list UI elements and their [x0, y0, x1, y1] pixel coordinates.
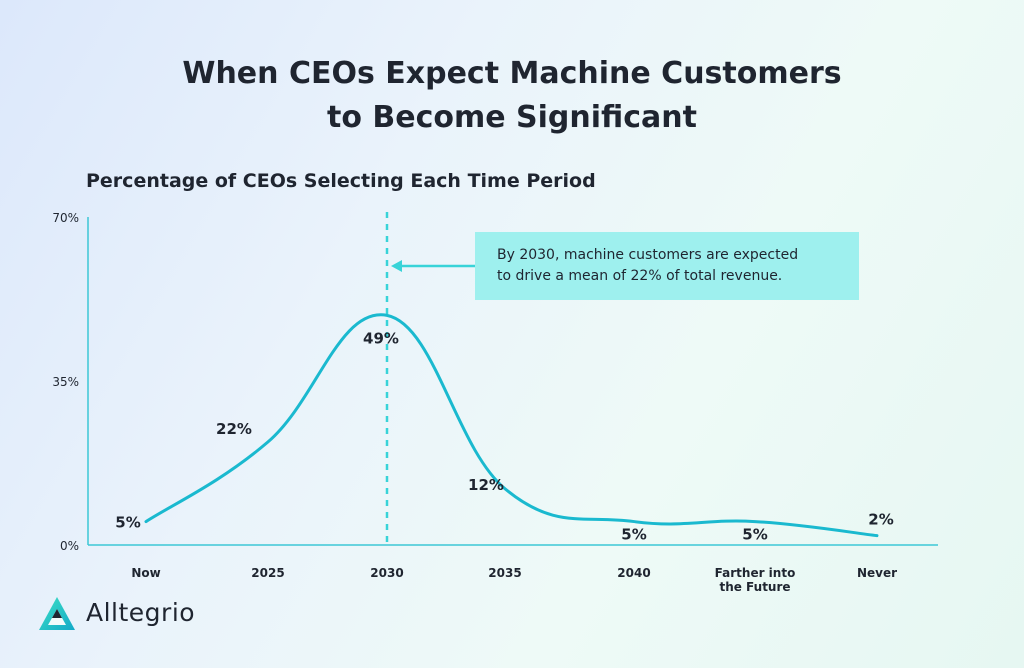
data-label: 2% [868, 511, 893, 529]
data-label: 5% [742, 526, 767, 544]
series-line [144, 313, 879, 538]
alltegrio-logo-icon [39, 597, 75, 630]
annotation-line-1: By 2030, machine customers are expected [497, 247, 799, 263]
x-tick-label: 2035 [488, 566, 521, 580]
data-label: 5% [621, 526, 646, 544]
data-label: 5% [115, 514, 140, 532]
annotation-line-2: to drive a mean of 22% of total revenue. [497, 268, 783, 284]
x-tick-label: 2040 [617, 566, 650, 580]
x-tick-label: the Future [719, 580, 790, 594]
chart-title-line-1: When CEOs Expect Machine Customers [182, 56, 842, 91]
brand-name: Alltegrio [86, 598, 196, 627]
x-tick-label: 2030 [370, 566, 403, 580]
y-tick-label: 0% [60, 539, 79, 553]
annotation-arrow-head [391, 260, 402, 272]
chart-title-line-2: to Become Significant [326, 100, 698, 135]
x-tick-label: Farther into [715, 566, 796, 580]
data-label: 12% [468, 476, 504, 494]
x-tick-label: Now [131, 566, 160, 580]
y-tick-label: 70% [52, 211, 79, 225]
chart-subtitle: Percentage of CEOs Selecting Each Time P… [86, 170, 596, 192]
y-tick-label: 35% [52, 375, 79, 389]
chart-title: When CEOs Expect Machine Customers to Be… [0, 52, 1024, 140]
data-label: 22% [216, 420, 252, 438]
data-label: 49% [363, 329, 399, 347]
x-tick-label: Never [857, 566, 897, 580]
annotation-callout: By 2030, machine customers are expected … [475, 232, 859, 300]
x-tick-label: 2025 [251, 566, 284, 580]
